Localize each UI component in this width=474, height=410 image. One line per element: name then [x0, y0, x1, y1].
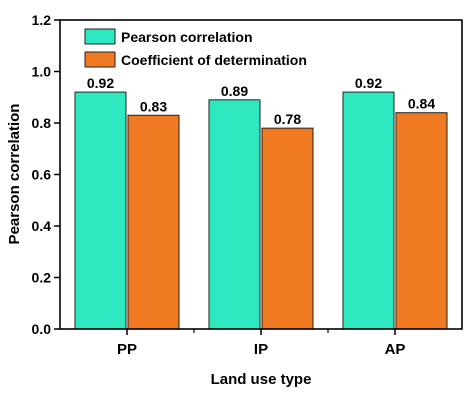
bar — [208, 99, 261, 330]
plot-frame — [59, 19, 463, 330]
bars — [74, 91, 448, 330]
x-axis-ticks: PP IP AP — [117, 329, 405, 358]
bar — [261, 127, 314, 330]
x-axis-label: Land use type — [211, 371, 312, 388]
legend-label: Coefficient of determination — [121, 52, 307, 68]
bar-value-label: 0.92 — [355, 75, 382, 91]
legend: Pearson correlation Coefficient of determ… — [84, 28, 307, 68]
bar-value-label: 0.84 — [408, 96, 435, 112]
y-tick-label: 0.2 — [32, 270, 52, 286]
legend-label: Pearson correlation — [121, 29, 253, 45]
legend-swatch — [84, 28, 116, 45]
bar-value-label: 0.78 — [274, 111, 301, 127]
x-tick-label: IP — [254, 341, 268, 358]
x-tick-label: PP — [117, 341, 137, 358]
y-tick-label: 0.4 — [32, 218, 52, 234]
bar — [342, 91, 395, 330]
bar — [74, 91, 127, 330]
y-axis-label: Pearson correlation — [6, 104, 23, 245]
y-tick-label: 1.0 — [32, 64, 52, 80]
y-tick-label: 0.0 — [32, 321, 52, 337]
bar-value-label: 0.92 — [87, 75, 114, 91]
bar-data-labels: 0.92 0.83 0.89 0.78 0.92 0.84 — [87, 75, 435, 127]
x-tick-label: AP — [385, 341, 406, 358]
y-tick-label: 0.8 — [32, 115, 52, 131]
bar — [127, 114, 180, 330]
bar-value-label: 0.83 — [140, 98, 167, 114]
y-tick-label: 1.2 — [32, 12, 52, 28]
y-axis-ticks: 0.0 0.2 0.4 0.6 0.8 1.0 1.2 — [32, 12, 60, 337]
bar-value-label: 0.89 — [221, 83, 248, 99]
bar — [395, 112, 448, 330]
y-tick-label: 0.6 — [32, 167, 52, 183]
legend-swatch — [84, 51, 116, 68]
